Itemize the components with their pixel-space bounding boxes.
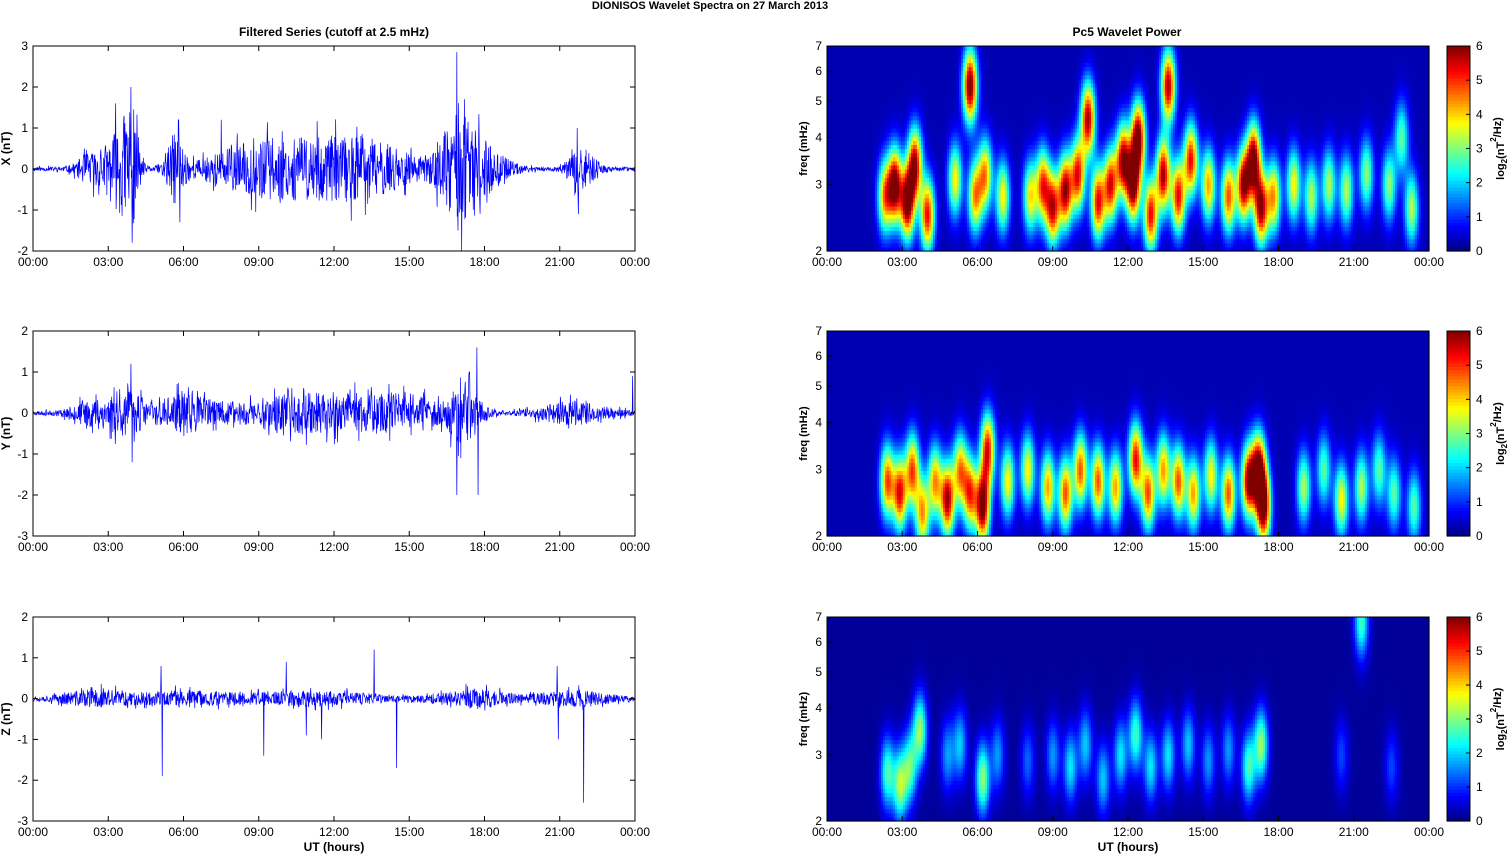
y-tick-label: 0 bbox=[21, 162, 28, 176]
y-tick-label: 0 bbox=[21, 692, 28, 706]
plot-area bbox=[33, 617, 635, 821]
y-tick-label: -3 bbox=[17, 529, 28, 543]
panels: 00:00 03:00 06:00 09:00 12:00 15:00 18:00 21:00… bbox=[0, 39, 1509, 854]
x-tick-label: 21:00 bbox=[545, 255, 575, 269]
x-tick-label: 12:00 bbox=[319, 825, 349, 839]
right-column-title: Pc5 Wavelet Power bbox=[1073, 25, 1182, 39]
x-tick-label: 21:00 bbox=[545, 540, 575, 554]
x-tick-label: 12:00 bbox=[319, 255, 349, 269]
x-tick-label: 12:00 bbox=[319, 540, 349, 554]
spectrum-panel: 00:00 03:00 06:00 09:00 12:00 15:00 18:00 21:00… bbox=[798, 39, 1509, 269]
y-tick-label: -1 bbox=[17, 447, 28, 461]
figure-title: DIONISOS Wavelet Spectra on 27 March 201… bbox=[592, 0, 828, 12]
y-tick-label: 1 bbox=[21, 365, 28, 379]
x-tick-label: 06:00 bbox=[168, 255, 198, 269]
line-panel: 00:00 03:00 06:00 09:00 12:00 15:00 18:00 21:00… bbox=[0, 324, 650, 554]
y-tick-label: -1 bbox=[17, 203, 28, 217]
x-tick-label: 06:00 bbox=[168, 825, 198, 839]
y-tick-label: -2 bbox=[17, 244, 28, 258]
y-tick-label: -1 bbox=[17, 732, 28, 746]
y-tick-label: 3 bbox=[21, 39, 28, 53]
y-tick-label: -2 bbox=[17, 488, 28, 502]
y-tick-label: 1 bbox=[21, 651, 28, 665]
y-axis-label: Z (nT) bbox=[0, 702, 13, 735]
left-column-title: Filtered Series (cutoff at 2.5 mHz) bbox=[239, 25, 429, 39]
y-tick-label: 2 bbox=[21, 610, 28, 624]
x-axis-label: UT (hours) bbox=[304, 840, 365, 854]
y-tick-label: -3 bbox=[17, 814, 28, 828]
x-tick-label: 06:00 bbox=[168, 540, 198, 554]
line-panel: 00:00 03:00 06:00 09:00 12:00 15:00 18:00 21:00… bbox=[0, 610, 650, 854]
y-tick-label: 1 bbox=[21, 121, 28, 135]
x-tick-label: 18:00 bbox=[469, 255, 499, 269]
x-tick-label: 18:00 bbox=[469, 825, 499, 839]
y-tick-label: 2 bbox=[21, 324, 28, 338]
x-tick-label: 03:00 bbox=[93, 255, 123, 269]
y-axis-label: X (nT) bbox=[0, 132, 13, 166]
y-tick-label: 0 bbox=[21, 406, 28, 420]
line-panel: 00:00 03:00 06:00 09:00 12:00 15:00 18:00 21:00… bbox=[0, 39, 650, 269]
x-tick-label: 03:00 bbox=[93, 540, 123, 554]
x-tick-label: 09:00 bbox=[244, 255, 274, 269]
x-tick-label: 00:00 bbox=[620, 255, 650, 269]
x-tick-label: 15:00 bbox=[394, 540, 424, 554]
x-tick-label: 18:00 bbox=[469, 540, 499, 554]
x-tick-label: 15:00 bbox=[394, 255, 424, 269]
x-tick-label: 09:00 bbox=[244, 540, 274, 554]
y-tick-label: 2 bbox=[21, 80, 28, 94]
x-tick-label: 15:00 bbox=[394, 825, 424, 839]
x-tick-label: 09:00 bbox=[244, 825, 274, 839]
x-tick-label: 00:00 bbox=[620, 540, 650, 554]
x-tick-label: 03:00 bbox=[93, 825, 123, 839]
y-axis-label: Y (nT) bbox=[0, 417, 13, 451]
y-tick-label: -2 bbox=[17, 773, 28, 787]
x-tick-label: 21:00 bbox=[545, 825, 575, 839]
x-tick-label: 00:00 bbox=[620, 825, 650, 839]
